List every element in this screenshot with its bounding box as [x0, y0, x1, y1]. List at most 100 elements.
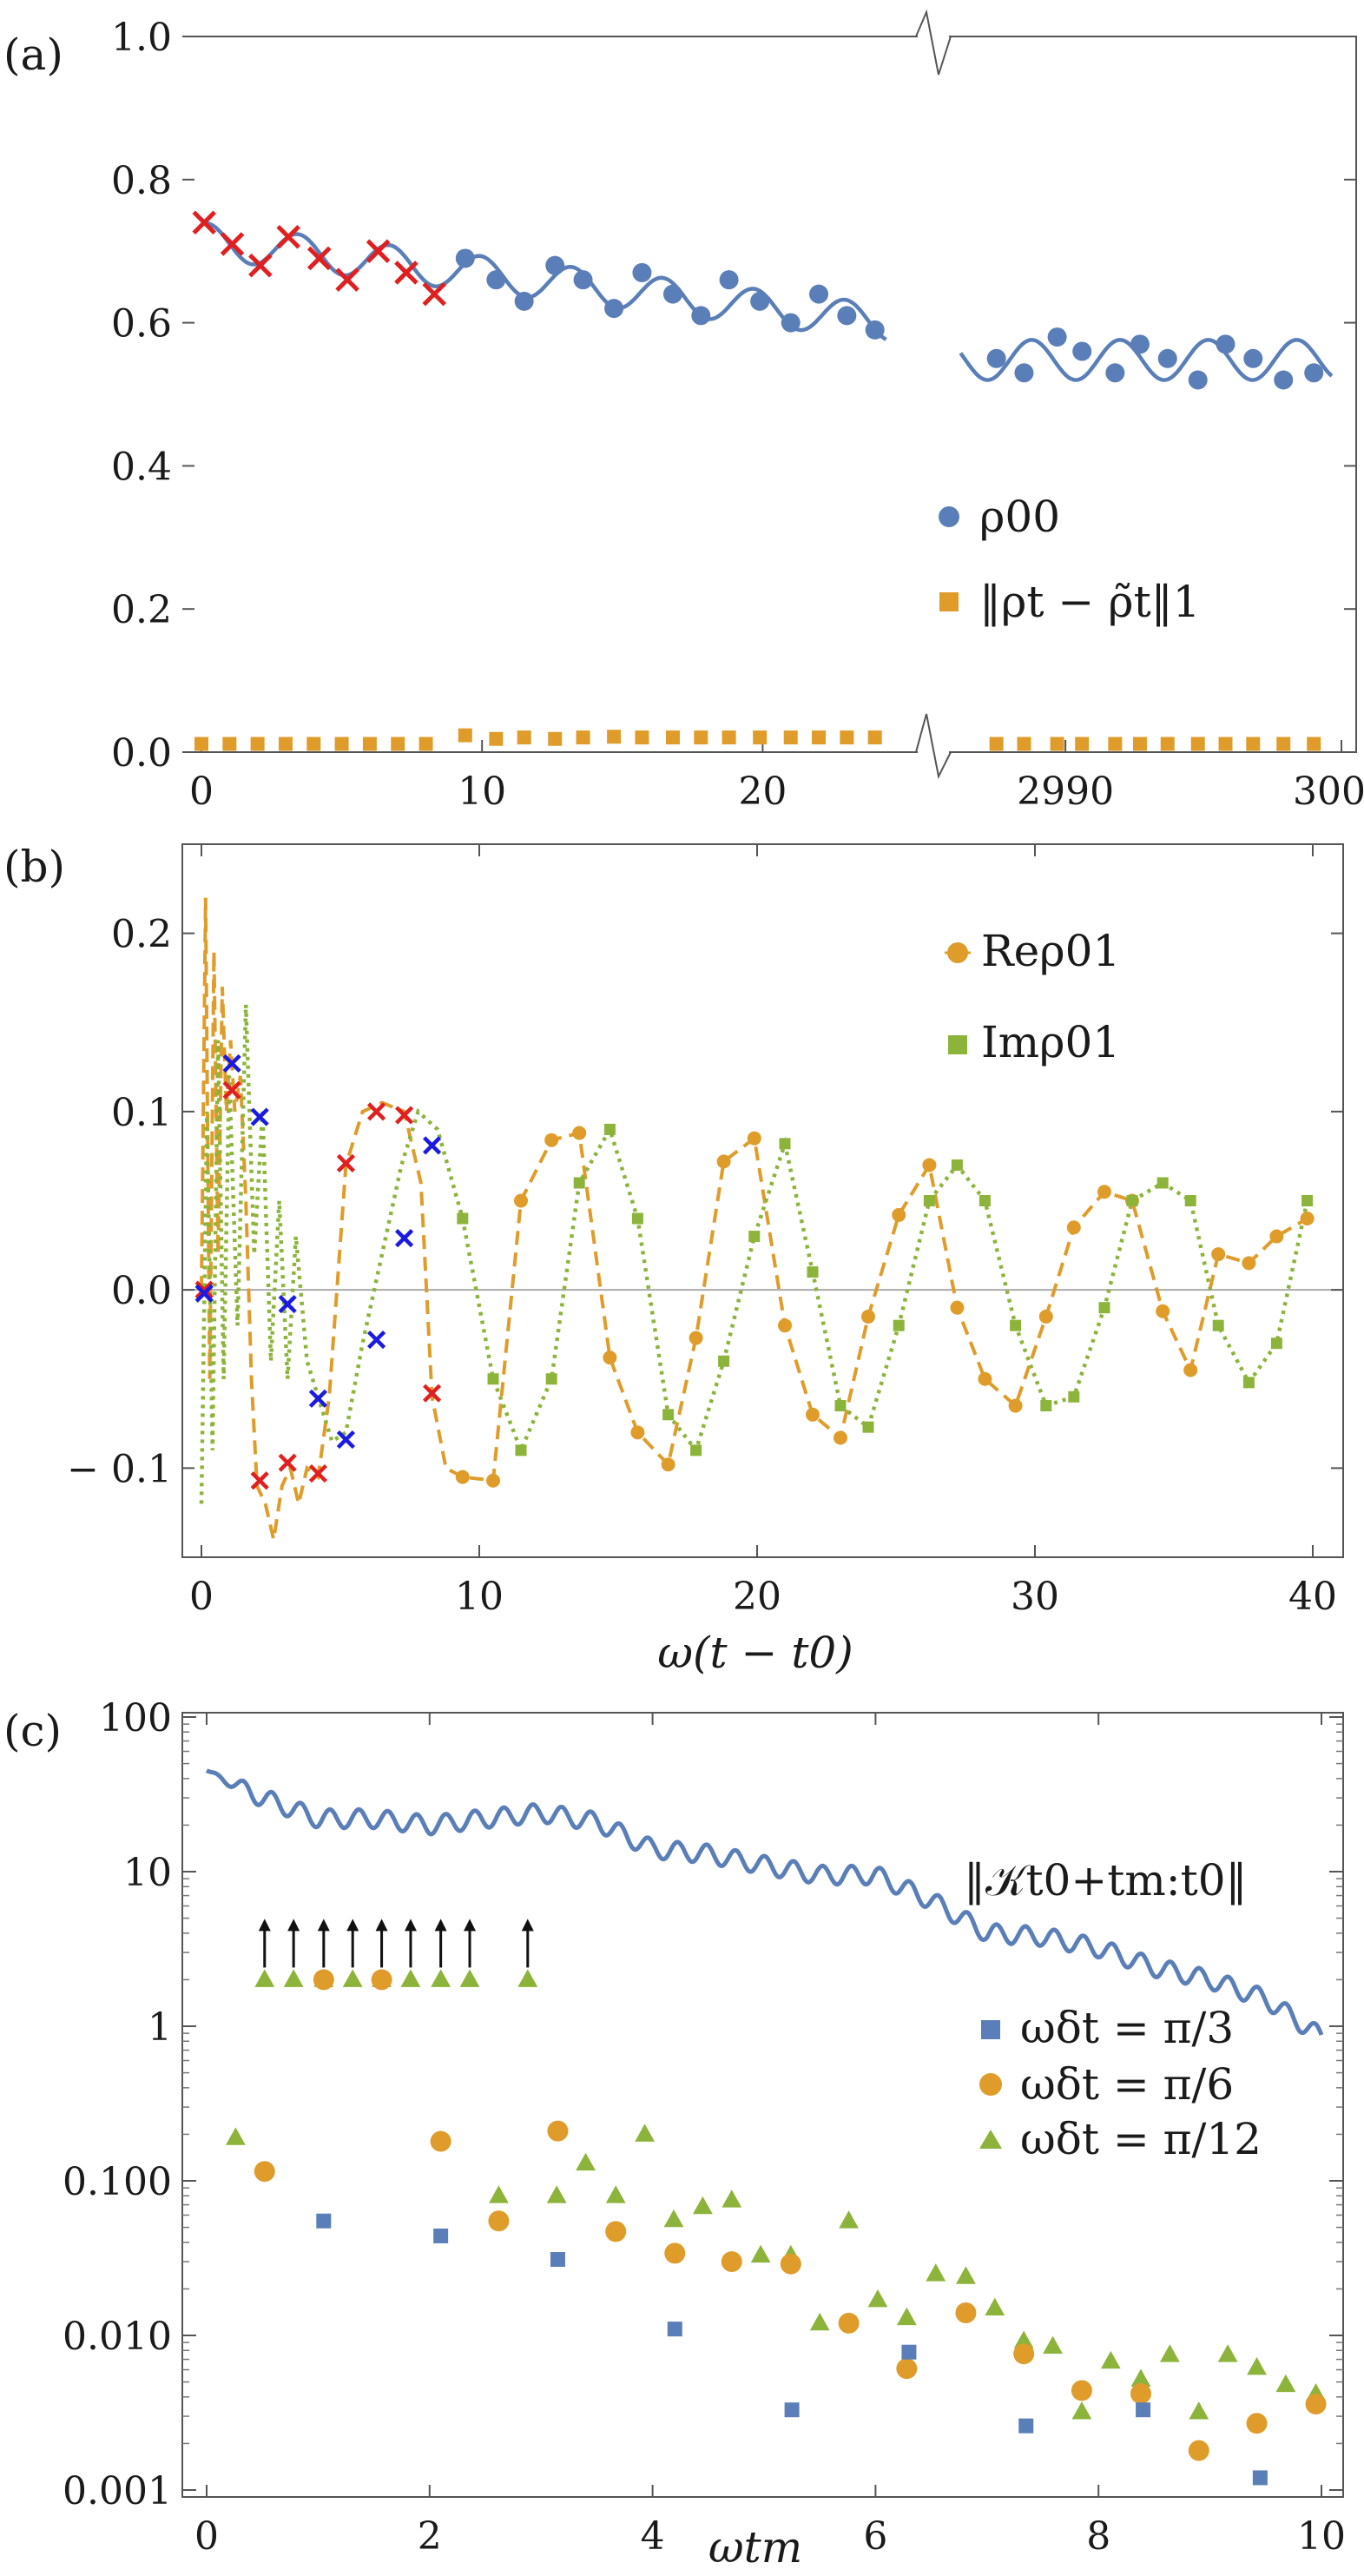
- up-arrow: [434, 1919, 447, 1968]
- re-point: [778, 1318, 792, 1333]
- up-arrow-head: [464, 1919, 477, 1932]
- rho00-point: [1216, 334, 1236, 354]
- re-point: [806, 1407, 820, 1422]
- rho00-point: [1304, 363, 1324, 383]
- legend-pi12-marker: [979, 2130, 1002, 2149]
- up-arrow: [317, 1919, 330, 1968]
- re-point: [1300, 1212, 1315, 1226]
- re-point: [1008, 1398, 1023, 1413]
- x-tick-label: 4: [641, 2514, 665, 2559]
- red-cross: [308, 1463, 327, 1483]
- pi3-point: [550, 2252, 565, 2268]
- axis-break-bottom: [915, 713, 952, 780]
- x-tick-label: 10: [458, 769, 506, 814]
- rho00-point: [573, 270, 593, 290]
- pi12-point: [605, 2185, 626, 2203]
- pi6-point: [1071, 2380, 1092, 2401]
- legend-norm-label: ‖ρt − ρ̃t‖1: [979, 577, 1200, 627]
- im-point: [862, 1421, 874, 1433]
- re-point: [1066, 1220, 1081, 1235]
- re-point: [1211, 1247, 1226, 1262]
- pi12-point: [1130, 2368, 1151, 2387]
- axis-break-top: [915, 9, 952, 76]
- x-tick-label: 3000: [1293, 769, 1364, 814]
- im-point: [457, 1212, 469, 1225]
- red-cross-stroke-2: [250, 1471, 269, 1490]
- red-cross: [194, 1280, 214, 1299]
- norm-point: [840, 730, 854, 745]
- pi3-point: [667, 2322, 682, 2337]
- up-arrow: [287, 1919, 300, 1968]
- pi12-point: [1071, 2401, 1092, 2420]
- im-point: [1126, 1195, 1138, 1206]
- cross-marker-stroke-2: [366, 239, 391, 263]
- blue-cross-stroke-2: [250, 1107, 269, 1126]
- legend-pi3-label: ωδt = π/3: [1020, 2003, 1234, 2053]
- pi6-point: [1246, 2413, 1268, 2434]
- pi12-point: [635, 2124, 656, 2142]
- rho00-point: [1014, 363, 1034, 383]
- im-point: [1098, 1302, 1110, 1314]
- y-tick-label: 1.0: [111, 16, 172, 60]
- re-point: [514, 1193, 528, 1208]
- norm-point: [1108, 736, 1123, 751]
- red-cross-stroke-2: [308, 1463, 327, 1483]
- y-tick-label: 0.1: [111, 1091, 172, 1135]
- norm-point: [694, 730, 708, 745]
- red-cross: [222, 1080, 241, 1100]
- re-point: [1183, 1363, 1198, 1377]
- y-tick-label: 100: [99, 1696, 172, 1740]
- up-arrow: [521, 1919, 534, 1968]
- rho00-point: [781, 313, 801, 333]
- norm-point: [1050, 736, 1064, 751]
- im-point: [487, 1373, 499, 1385]
- legend-b: Reρ01 Imρ01: [945, 926, 1120, 1067]
- re-point: [834, 1430, 847, 1445]
- pi12-point: [576, 2152, 596, 2171]
- red-cross-stroke-2: [222, 1080, 241, 1100]
- up-arrow: [464, 1919, 477, 1968]
- pi6-point: [780, 2253, 801, 2275]
- panel-label-a: (a): [3, 30, 63, 80]
- x-tick-label: 40: [1288, 1575, 1337, 1619]
- red-cross: [278, 1453, 297, 1472]
- legend-pi6-label: ωδt = π/6: [1020, 2059, 1234, 2110]
- re-point: [922, 1158, 937, 1172]
- red-cross-stroke-2: [278, 1453, 297, 1472]
- cross-marker: [276, 224, 300, 249]
- x-tick-label: 0: [189, 1575, 214, 1619]
- up-arrow-head: [346, 1919, 359, 1932]
- x-tick-label: 10: [1297, 2514, 1346, 2559]
- norm-point: [334, 736, 349, 751]
- rho00-point: [1157, 348, 1177, 368]
- im-point: [1184, 1195, 1196, 1206]
- panel-c: 100 10 1 0.100 0.010 0.001 0 2 4 6 8 10: [63, 1696, 1346, 2559]
- pi6-point: [430, 2130, 451, 2152]
- cross-marker: [366, 239, 391, 263]
- norm-curve: [205, 1768, 1324, 2036]
- legend-curve-label: ‖𝒦t0+tm:t0‖: [964, 1855, 1248, 1906]
- blue-cross-stroke-2: [367, 1331, 386, 1350]
- im-point: [631, 1212, 643, 1225]
- red-cross-stroke-2: [395, 1106, 414, 1125]
- legend-pi6-marker: [979, 2073, 1002, 2096]
- up-arrow: [404, 1919, 417, 1968]
- legend-pi12-label: ωδt = π/12: [1020, 2114, 1262, 2164]
- blue-cross: [194, 1284, 214, 1303]
- y-tick-label: − 0.1: [67, 1447, 172, 1491]
- im-point: [1212, 1319, 1224, 1331]
- legend-re-label: Reρ01: [981, 926, 1120, 976]
- norm-point: [989, 736, 1004, 751]
- cross-marker-stroke-2: [422, 281, 447, 307]
- rho00-point: [750, 291, 770, 311]
- im-point: [1270, 1338, 1282, 1350]
- y-tick-label: 10: [123, 1851, 172, 1895]
- im-point: [515, 1444, 527, 1456]
- legend-c: ‖𝒦t0+tm:t0‖ ωδt = π/3 ωδt = π/6 ωδt = π/…: [964, 1855, 1262, 2164]
- re-point: [455, 1470, 470, 1484]
- norm-point: [306, 736, 321, 751]
- legend-rho00-marker: [939, 506, 959, 527]
- pi12-point: [431, 1969, 451, 1987]
- re-point: [861, 1309, 875, 1324]
- pi12-point: [225, 2127, 246, 2145]
